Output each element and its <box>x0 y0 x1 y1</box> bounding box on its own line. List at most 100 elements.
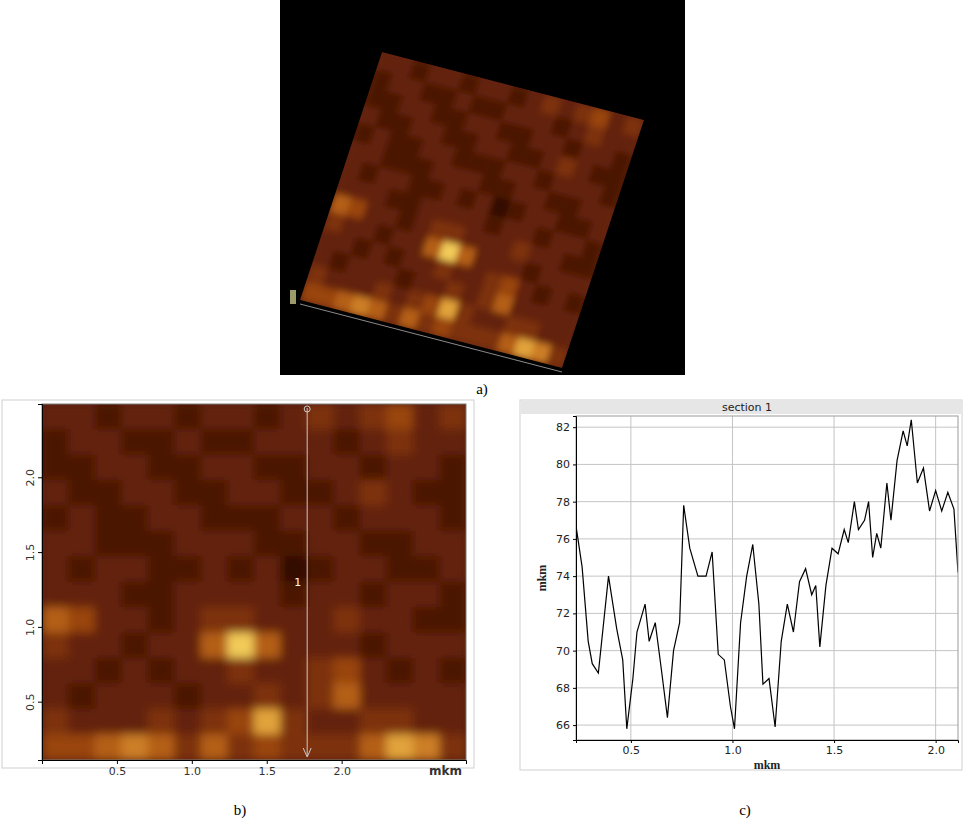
heatmap-cell <box>95 454 122 480</box>
heatmap-cell <box>148 632 175 658</box>
heatmap-cell <box>254 454 281 480</box>
heatmap-cell <box>148 556 175 582</box>
grid <box>576 416 958 740</box>
heatmap-cell <box>201 582 228 608</box>
grid-line-y <box>576 538 958 539</box>
heatmap-cell <box>42 658 69 684</box>
heatmap-cell <box>413 734 440 760</box>
y-axis: 0.51.01.52.0 <box>24 405 43 761</box>
y-axis-tick-label: 74 <box>556 570 570 583</box>
x-axis-tick: 1.0 <box>184 760 202 778</box>
heatmap-cell <box>333 480 360 506</box>
y-axis-tick-label: 80 <box>556 458 570 471</box>
y-axis-tick-label: 2.0 <box>24 469 37 487</box>
heatmap-cell <box>148 429 175 455</box>
y-axis-tick-mark <box>573 427 576 428</box>
heatmap-cell <box>68 404 95 430</box>
heatmap-cell <box>227 429 254 455</box>
y-axis-tick-mark <box>573 651 576 652</box>
x-axis-tick: 2.0 <box>333 760 351 778</box>
heatmap-cell <box>360 734 387 760</box>
heatmap-cell <box>413 404 440 430</box>
heatmap-cell <box>121 429 148 455</box>
heatmap-cell <box>254 683 281 709</box>
heatmap-cell <box>95 734 122 760</box>
heatmap-cell <box>254 480 281 506</box>
heatmap-cell <box>227 734 254 760</box>
heatmap-cell <box>174 709 201 735</box>
panel-b: 10.51.01.52.00.51.01.52.0mkm <box>24 404 467 778</box>
heatmap-cell <box>148 454 175 480</box>
heatmap-cell <box>121 607 148 633</box>
heatmap-cell <box>333 683 360 709</box>
chart-title: section 1 <box>722 401 772 414</box>
y-axis-tick: 80 <box>556 458 576 471</box>
heatmap-cell <box>121 480 148 506</box>
x-axis-tick-label: 1.0 <box>724 744 742 757</box>
x-axis-title: mkm <box>754 758 781 772</box>
heatmap-cell <box>42 404 69 430</box>
heatmap-cell <box>413 556 440 582</box>
heatmap-cell <box>254 734 281 760</box>
heatmap-cell <box>121 683 148 709</box>
y-axis-line <box>38 405 43 761</box>
y-axis-tick-label: 66 <box>556 719 570 732</box>
heatmap-cell <box>68 734 95 760</box>
heatmap-cell <box>174 429 201 455</box>
heatmap-cell <box>227 607 254 633</box>
heatmap-cell <box>413 429 440 455</box>
heatmap-cell <box>254 505 281 531</box>
heatmap-cell <box>201 454 228 480</box>
heatmap-cell <box>95 531 122 557</box>
panel-letter: a) <box>476 381 488 398</box>
plot-area <box>42 404 466 760</box>
y-axis-tick: 68 <box>556 682 576 695</box>
heatmap-cell <box>95 607 122 633</box>
section-line <box>307 408 308 756</box>
heatmap-cell <box>333 429 360 455</box>
heatmap-cell <box>307 480 334 506</box>
grid-line-y <box>576 464 958 465</box>
y-axis-tick-mark <box>573 688 576 689</box>
y-axis-tick: 82 <box>556 421 576 434</box>
heatmap-cell <box>386 683 413 709</box>
y-axis-tick-mark <box>573 576 576 577</box>
heatmap-cell <box>280 734 307 760</box>
heatmap-cell <box>254 709 281 735</box>
y-axis-tick-mark <box>573 725 576 726</box>
heatmap-cell <box>386 734 413 760</box>
heatmap-cell <box>307 556 334 582</box>
heatmap-cell <box>201 556 228 582</box>
y-axis-tick: 74 <box>556 570 576 583</box>
heatmap-cell <box>386 582 413 608</box>
x-axis-tick-mark <box>732 740 733 743</box>
heatmap-cell <box>201 480 228 506</box>
heatmap-cell <box>68 454 95 480</box>
heatmap-cell <box>95 582 122 608</box>
heatmap-cell <box>201 404 228 430</box>
heatmap-cell <box>360 607 387 633</box>
heatmap-cell <box>307 683 334 709</box>
heatmap-cell <box>413 632 440 658</box>
heatmap-cell <box>280 505 307 531</box>
heatmap-cell <box>201 734 228 760</box>
x-axis-tick: 1.0 <box>724 740 742 757</box>
heatmap-cell <box>280 429 307 455</box>
x-axis-tick-mark <box>117 760 118 764</box>
y-axis-tick-label: 72 <box>556 607 570 620</box>
surface-edge-axis <box>300 304 562 372</box>
heatmap-cell <box>174 531 201 557</box>
heatmap-cell <box>360 582 387 608</box>
y-axis-tick-label: 76 <box>556 533 570 546</box>
heatmap-cell <box>227 404 254 430</box>
heatmap-cell <box>174 683 201 709</box>
y-axis-tick: 72 <box>556 607 576 620</box>
grid-line-y <box>576 613 958 614</box>
x-axis-tick-mark <box>192 760 193 764</box>
heatmap-cell <box>42 683 69 709</box>
heatmap-cell <box>360 480 387 506</box>
heatmap-cell <box>42 556 69 582</box>
heatmap-cell <box>254 607 281 633</box>
heatmap-cell <box>227 582 254 608</box>
y-axis-tick: 70 <box>556 645 576 658</box>
